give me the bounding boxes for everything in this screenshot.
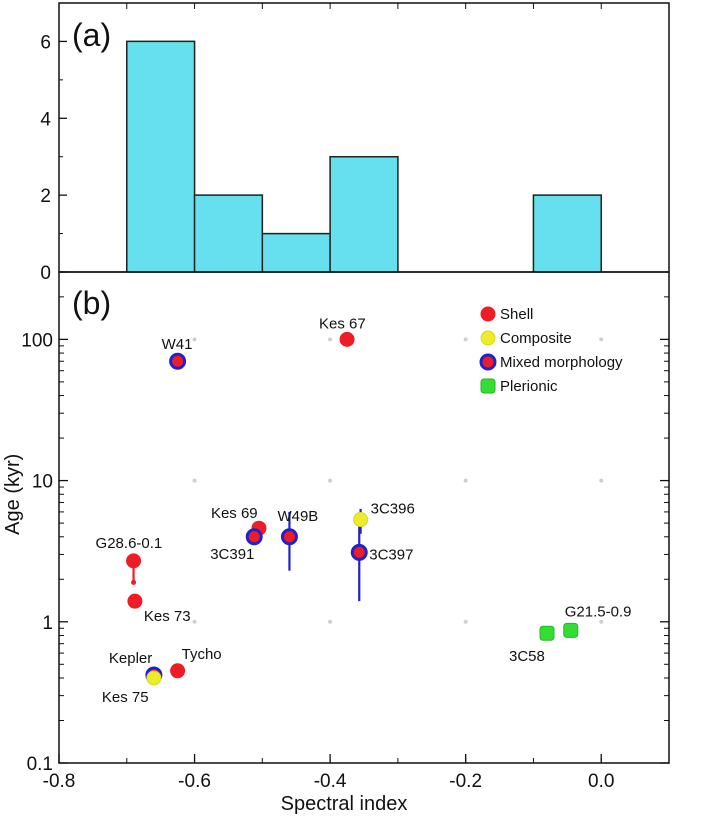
histogram-bar-3 — [329, 155, 399, 273]
grid-dot — [463, 478, 468, 483]
point-3c391 — [245, 528, 263, 546]
label-w49b: W49B — [277, 508, 318, 525]
grid-dot — [328, 478, 333, 483]
hist-ytick-label-0: 0 — [40, 263, 51, 284]
grid-dot — [599, 478, 604, 483]
legend: Shell Composite Mixed morphology Plerionic — [479, 306, 623, 395]
legend-label-composite: Composite — [500, 330, 572, 347]
scatter-panel: 0.1 1 10 100 -0.8 -0.6 -0.4 -0.2 0.0 W41 Kes 67 G2… — [2, 271, 670, 815]
grid-dot — [463, 337, 468, 342]
grid-dot — [463, 619, 468, 624]
panel-label-a: (a) — [72, 17, 111, 53]
histogram-bar-2 — [261, 232, 331, 273]
point-legend-mixed — [479, 353, 497, 371]
point-kes-73 — [127, 593, 143, 609]
grid-dot — [192, 478, 197, 483]
label-tycho: Tycho — [182, 646, 222, 663]
scatter-ticks: 0.1 1 10 100 -0.8 -0.6 -0.4 -0.2 0.0 — [21, 271, 670, 792]
scatter-xtick-label-0: -0.8 — [43, 771, 76, 792]
histogram-panel: 0 2 4 6 (a) — [40, 2, 670, 284]
histogram-bar-6 — [532, 194, 602, 273]
label-kes-73: Kes 73 — [144, 608, 191, 625]
point-tycho — [170, 663, 186, 679]
legend-label-plerionic: Plerionic — [500, 378, 558, 395]
point-g21-5-0-9 — [563, 622, 579, 638]
label-3c397: 3C397 — [369, 546, 413, 563]
histogram-bar-0 — [126, 40, 196, 273]
histogram-bar-1 — [193, 194, 264, 273]
scatter-xtick-label-1: -0.6 — [178, 771, 211, 792]
grid-dot — [328, 337, 333, 342]
histogram-bar-outline-3 — [329, 155, 399, 272]
label-kes-67: Kes 67 — [319, 315, 366, 332]
scatter-ytick-label-0: 0.1 — [27, 754, 53, 775]
point-g28-6-0-1 — [126, 553, 142, 569]
hist-ytick-label-2: 4 — [40, 109, 51, 130]
grid-dot — [192, 337, 197, 342]
label-kes-75: Kes 75 — [102, 689, 149, 706]
hist-ytick-label-1: 2 — [40, 186, 51, 207]
grid-dot — [599, 619, 604, 624]
label-3c391: 3C391 — [210, 546, 254, 563]
grid-dot — [192, 619, 197, 624]
histogram-bar-outline-0 — [126, 40, 196, 272]
point-legend-composite — [480, 330, 496, 346]
scatter-xtick-label-2: -0.4 — [314, 771, 347, 792]
point-3c396 — [353, 512, 369, 528]
grid-dot — [328, 619, 333, 624]
scatter-ytick-label-2: 10 — [32, 472, 53, 493]
label-w41: W41 — [162, 336, 193, 353]
x-axis-label: Spectral index — [281, 793, 408, 815]
source-annotations: W41 Kes 67 G28.6-0.1 Kes 73 Kes 69 3C391 W49B 3… — [96, 315, 632, 706]
histogram-bars — [126, 40, 602, 273]
histogram-ticks: 0 2 4 6 — [40, 3, 670, 284]
hist-ytick-label-3: 6 — [40, 32, 51, 53]
histogram-bar-outline-6 — [532, 194, 602, 272]
scatter-xtick-label-3: -0.2 — [449, 771, 482, 792]
y-axis-label: Age (kyr) — [2, 454, 24, 535]
label-3c58: 3C58 — [509, 648, 545, 665]
point-legend-shell — [480, 306, 496, 322]
label-g28-6-0-1: G28.6-0.1 — [96, 535, 163, 552]
point-w41 — [169, 352, 187, 370]
point-legend-plerionic — [480, 378, 496, 394]
legend-label-shell: Shell — [500, 306, 533, 323]
label-kepler: Kepler — [109, 650, 152, 667]
label-3c396: 3C396 — [371, 501, 415, 518]
point-kes-75 — [146, 670, 162, 686]
data-points — [126, 331, 579, 686]
scatter-frame — [58, 271, 670, 764]
point-3c58 — [539, 625, 555, 641]
error-bar-cap — [131, 579, 137, 585]
point-w49b — [280, 528, 298, 546]
label-g21-5-0-9: G21.5-0.9 — [565, 603, 632, 620]
scatter-xtick-label-4: 0.0 — [588, 771, 614, 792]
scatter-grid-dots — [192, 337, 604, 624]
label-kes-69: Kes 69 — [211, 505, 258, 522]
scatter-ytick-label-1: 1 — [42, 613, 53, 634]
scatter-ytick-label-3: 100 — [21, 330, 53, 351]
grid-dot — [599, 337, 604, 342]
point-kes-67 — [339, 331, 355, 347]
legend-label-mixed: Mixed morphology — [500, 354, 623, 371]
panel-label-b: (b) — [72, 285, 111, 321]
point-3c397 — [350, 543, 368, 561]
